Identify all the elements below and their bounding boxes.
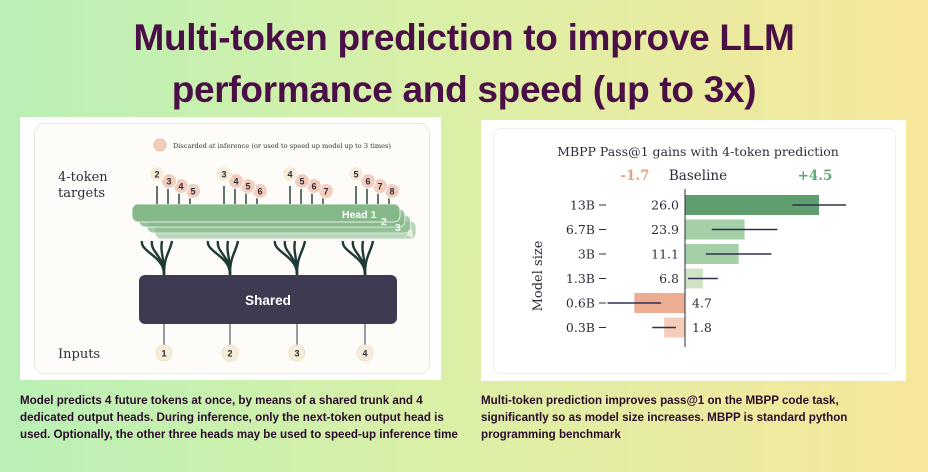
target-token (149, 166, 165, 182)
category-label: 0.6B (566, 296, 595, 311)
target-token-label: 4 (233, 176, 238, 186)
slide-title: Multi-token prediction to improve LLM pe… (40, 12, 888, 116)
chart-title: MBPP Pass@1 gains with 4-token predictio… (557, 144, 839, 159)
title-line-1: Multi-token prediction to improve LLM (133, 17, 795, 58)
legend-swatch (153, 138, 167, 152)
caption-left: Model predicts 4 future tokens at once, … (20, 394, 458, 441)
target-token (348, 166, 364, 182)
category-label: 0.3B (566, 320, 595, 335)
left-annotation: -1.7 (620, 168, 649, 184)
target-token (161, 173, 177, 189)
target-token-label: 6 (365, 176, 370, 186)
head-branch (162, 240, 174, 275)
targets-label-line-1: 4-token (58, 170, 108, 185)
shared-label: Shared (245, 293, 291, 308)
shared-trunk (139, 275, 397, 324)
target-token-label: 3 (166, 176, 171, 186)
target-token-label: 5 (190, 186, 195, 196)
gains-chart: MBPP Pass@1 gains with 4-token predictio… (531, 144, 846, 347)
input-token (288, 344, 306, 362)
input-token-label: 2 (227, 349, 232, 359)
value-label: 26.0 (651, 198, 679, 213)
category-label: 6.7B (566, 222, 595, 237)
inputs-label: Inputs (58, 347, 100, 362)
input-token-label: 4 (362, 349, 367, 359)
category-label: 1.3B (566, 271, 595, 286)
head-branch (295, 240, 307, 275)
target-token-label: 5 (299, 176, 304, 186)
input-token-label: 1 (161, 349, 166, 359)
target-token-label: 4 (287, 169, 292, 179)
head-branch (228, 240, 240, 275)
target-token-label: 6 (257, 186, 262, 196)
value-label: 11.1 (651, 247, 679, 262)
gain-bar (685, 195, 820, 215)
chart-panel: MBPP Pass@1 gains with 4-token predictio… (481, 120, 906, 381)
target-token (360, 173, 376, 189)
target-token-label: 3 (221, 169, 226, 179)
category-label: 3B (578, 247, 595, 262)
category-label: 13B (570, 198, 595, 213)
title-line-2: performance and speed (up to 3x) (171, 69, 757, 110)
target-token (294, 173, 310, 189)
value-label: 6.8 (659, 271, 679, 286)
target-token-label: 7 (323, 186, 328, 196)
head-number: 2 (381, 216, 387, 228)
legend-text: Discarded at inference (or used to speed… (173, 142, 391, 150)
value-label: 4.7 (692, 296, 712, 311)
target-token (216, 166, 232, 182)
y-axis-label: Model size (531, 240, 546, 311)
input-token (356, 344, 374, 362)
target-token-label: 2 (154, 169, 159, 179)
head-number: 4 (407, 228, 413, 240)
target-token-label: 6 (311, 181, 316, 191)
target-token-label: 8 (389, 186, 394, 196)
baseline-annotation: Baseline (669, 168, 727, 184)
head-number: 3 (395, 222, 401, 234)
target-token-label: 4 (178, 181, 183, 191)
head-branch (363, 240, 375, 275)
target-token (282, 166, 298, 182)
architecture-card: Discarded at inference (or used to speed… (34, 123, 430, 374)
architecture-panel: Discarded at inference (or used to speed… (20, 117, 441, 380)
value-label: 23.9 (651, 222, 679, 237)
target-token-label: 5 (353, 169, 358, 179)
target-token-label: 7 (377, 181, 382, 191)
input-token (221, 344, 239, 362)
chart-card: MBPP Pass@1 gains with 4-token predictio… (493, 128, 896, 374)
right-annotation: +4.5 (798, 168, 833, 184)
target-token-label: 5 (245, 181, 250, 191)
caption-right: Multi-token prediction improves pass@1 o… (481, 394, 848, 441)
head-label: Head 1 (342, 209, 377, 221)
architecture-diagram: Discarded at inference (or used to speed… (58, 138, 417, 362)
target-token (228, 173, 244, 189)
input-token-label: 3 (294, 349, 299, 359)
value-label: 1.8 (692, 320, 712, 335)
output-head (131, 203, 401, 223)
targets-label-line-2: targets (58, 186, 105, 201)
input-token (155, 344, 173, 362)
